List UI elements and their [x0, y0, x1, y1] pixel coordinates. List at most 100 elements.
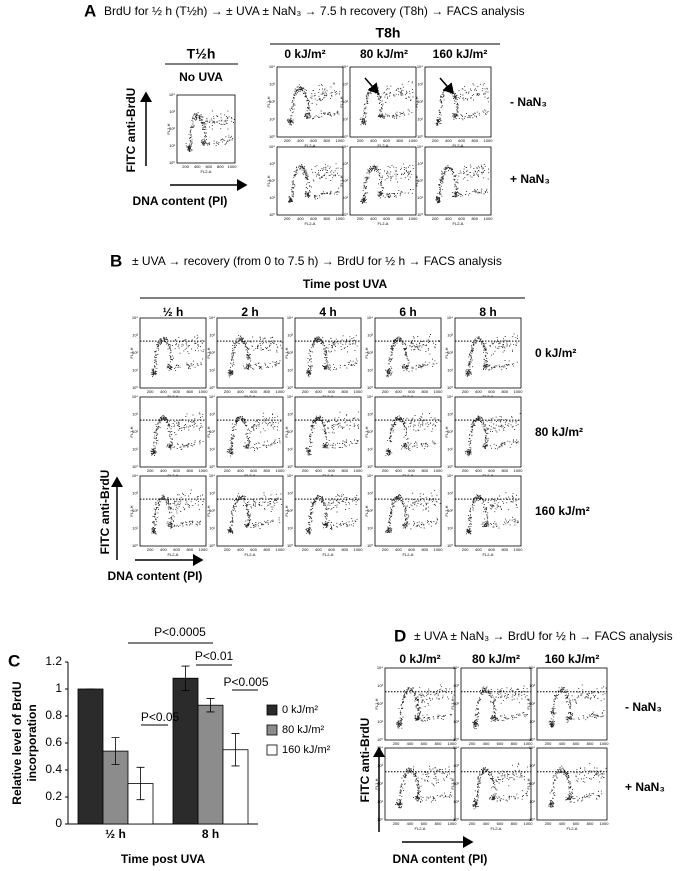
facs-y-tick: 10⁴	[269, 64, 275, 69]
facs-x-tick: 400	[370, 138, 377, 143]
facs-y-label: FL1-H	[414, 175, 419, 186]
error-bar	[206, 698, 215, 713]
facs-x-tick: 800	[501, 389, 508, 394]
facs-y-tick: 10⁴	[447, 473, 453, 478]
facs-x-tick: 600	[250, 468, 257, 473]
facs-x-tick: 200	[357, 216, 364, 221]
facs-y-tick: 10²	[367, 508, 373, 513]
facs-frame	[536, 747, 608, 821]
facs-x-tick: 1000	[434, 468, 444, 473]
facs-x-tick: 800	[341, 389, 348, 394]
facs-events	[150, 412, 204, 456]
panel-letter: B	[110, 251, 122, 270]
facs-x-tick: 1000	[434, 389, 444, 394]
facs-y-tick: 10¹	[417, 195, 423, 200]
facs-y-label: FL1-H	[450, 698, 455, 709]
facs-y-tick: 10²	[377, 781, 383, 786]
bar	[77, 688, 104, 825]
facs-y-label: FL1-H	[374, 778, 379, 789]
facs-x-label: FL2-A	[403, 552, 414, 557]
facs-frame	[294, 317, 362, 389]
facs-x-tick: 800	[186, 468, 193, 473]
row-label: 80 kJ/m²	[535, 425, 583, 439]
facs-y-tick: 10¹	[132, 526, 138, 531]
facs-frame	[454, 475, 522, 547]
facs-y-tick: 10²	[132, 508, 138, 513]
facs-x-label: FL2-A	[403, 394, 414, 399]
facs-x-tick: 600	[488, 389, 495, 394]
facs-x-tick: 800	[421, 547, 428, 552]
facs-y-tick: 10⁰	[287, 385, 293, 390]
facs-x-label: FL2-A	[323, 473, 334, 478]
column-label: 160 kJ/m²	[433, 47, 488, 61]
y-axis-title: Relative level of BrdU	[10, 681, 24, 804]
facs-events	[360, 163, 414, 205]
p-value: P<0.005	[223, 675, 268, 689]
facs-y-label: FL1-H	[266, 175, 271, 186]
facs-y-tick: 10⁴	[367, 473, 373, 478]
facs-x-tick: 800	[421, 468, 428, 473]
facs-y-tick: 10²	[269, 99, 275, 104]
panel-title: ± UVA ± NaN₃ → BrdU for ½ h → FACS analy…	[414, 629, 673, 643]
facs-x-tick: 1000	[448, 821, 458, 826]
facs-x-tick: 200	[432, 216, 439, 221]
facs-x-tick: 400	[475, 468, 482, 473]
facs-y-tick: 10³	[367, 491, 373, 496]
facs-events	[288, 163, 342, 203]
facs-y-tick: 10⁰	[209, 464, 215, 469]
facs-y-tick: 10¹	[377, 719, 383, 724]
facs-y-tick: 10⁴	[169, 92, 175, 97]
facs-y-label: FL1-H	[364, 426, 369, 437]
facs-y-tick: 10³	[169, 109, 175, 114]
facs-y-tick: 10³	[367, 412, 373, 417]
column-header: T8h	[376, 25, 401, 41]
facs-y-tick: 10⁰	[529, 737, 535, 742]
facs-y-tick: 10¹	[453, 719, 459, 724]
facs-x-tick: 800	[263, 389, 270, 394]
facs-y-label: FL1-H	[526, 778, 531, 789]
facs-frame	[460, 667, 532, 741]
facs-events	[548, 684, 607, 728]
facs-x-tick: 1000	[336, 138, 346, 143]
facs-x-tick: 600	[421, 741, 428, 746]
facs-y-tick: 10²	[453, 701, 459, 706]
facs-y-tick: 10¹	[529, 719, 535, 724]
facs-frame	[424, 146, 492, 216]
facs-events	[465, 333, 518, 378]
facs-y-tick: 10³	[209, 491, 215, 496]
facs-y-tick: 10⁴	[342, 144, 348, 149]
facs-x-tick: 200	[462, 468, 469, 473]
facs-x-tick: 400	[297, 216, 304, 221]
facs-y-tick: 10³	[287, 412, 293, 417]
facs-x-tick: 600	[573, 821, 580, 826]
facs-frame	[216, 475, 284, 547]
facs-y-tick: 10¹	[447, 526, 453, 531]
facs-y-tick: 10⁴	[209, 473, 215, 478]
facs-y-tick: 10¹	[447, 447, 453, 452]
legend-swatch	[266, 724, 278, 736]
legend-label: 0 kJ/m²	[282, 704, 318, 716]
facs-y-tick: 10⁴	[447, 394, 453, 399]
facs-x-tick: 400	[315, 547, 322, 552]
facs-events	[435, 164, 490, 204]
facs-x-label: FL2-A	[378, 143, 389, 148]
y-tick-label: 0.4	[45, 762, 62, 776]
facs-y-tick: 10⁴	[453, 745, 459, 750]
facs-y-tick: 10¹	[209, 368, 215, 373]
facs-y-label: FL1-H	[129, 347, 134, 358]
facs-frame	[276, 66, 344, 138]
y-tick-label: 0	[55, 816, 62, 830]
facs-y-tick: 10²	[529, 781, 535, 786]
row-label: 0 kJ/m²	[535, 346, 576, 360]
facs-y-tick: 10¹	[367, 447, 373, 452]
facs-x-tick: 1000	[199, 389, 209, 394]
facs-y-tick: 10¹	[269, 117, 275, 122]
facs-y-tick: 10³	[367, 333, 373, 338]
facs-y-tick: 10⁰	[377, 817, 383, 822]
facs-x-tick: 400	[445, 216, 452, 221]
column-label: 160 kJ/m²	[545, 652, 600, 666]
facs-x-tick: 800	[323, 138, 330, 143]
facs-frame	[454, 317, 522, 389]
facs-y-tick: 10⁴	[132, 473, 138, 478]
facs-y-tick: 10⁰	[447, 464, 453, 469]
